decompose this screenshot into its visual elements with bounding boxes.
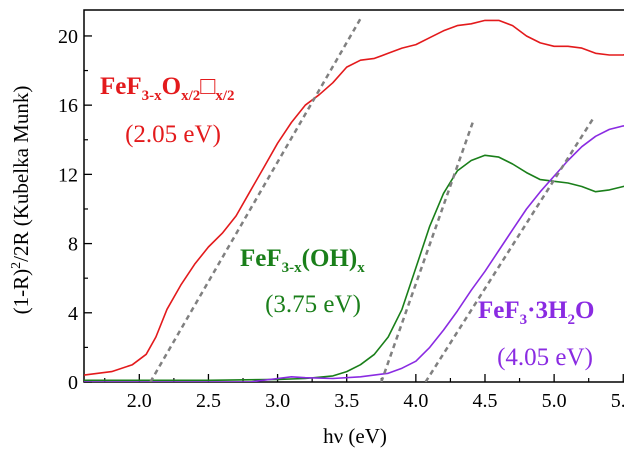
x-tick-label: 4.0 bbox=[403, 390, 428, 412]
x-tick-label: 3.0 bbox=[265, 390, 290, 412]
x-tick-label: 3.5 bbox=[334, 390, 359, 412]
compound-label-green: FeF3-x(OH)x bbox=[240, 245, 365, 276]
tangent-fit-line-3 bbox=[424, 118, 594, 382]
series-line-purple bbox=[84, 125, 624, 382]
y-tick-label: 20 bbox=[58, 26, 78, 48]
x-tick-label: 2.0 bbox=[127, 390, 152, 412]
compound-label-red: FeF3-xOx/2□x/2 bbox=[100, 73, 235, 104]
x-tick-label: 5.0 bbox=[542, 390, 567, 412]
tangent-fit-line-2 bbox=[380, 118, 476, 382]
x-tick-label: 5.5 bbox=[611, 390, 624, 412]
y-tick-label: 4 bbox=[68, 303, 78, 325]
plot-frame bbox=[83, 9, 624, 383]
y-tick-label: 12 bbox=[58, 164, 78, 186]
tangent-fit-line-1 bbox=[149, 18, 362, 382]
series-line-green bbox=[84, 154, 624, 382]
y-tick-label: 16 bbox=[58, 95, 78, 117]
band-gap-label-green: (3.75 eV) bbox=[265, 291, 361, 318]
band-gap-label-red: (2.05 eV) bbox=[125, 121, 221, 148]
y-axis-title: (1-R)2/2R (Kubelka Munk) bbox=[9, 86, 33, 315]
y-tick-label: 0 bbox=[68, 372, 78, 394]
x-axis-title: hν (eV) bbox=[323, 424, 387, 448]
series-line-red bbox=[84, 19, 624, 376]
y-tick-label: 8 bbox=[68, 234, 78, 256]
x-tick-label: 2.5 bbox=[196, 390, 221, 412]
band-gap-label-purple: (4.05 eV) bbox=[497, 344, 593, 371]
x-tick-label: 4.5 bbox=[472, 390, 497, 412]
compound-label-purple: FeF3·3H2O bbox=[478, 297, 594, 328]
